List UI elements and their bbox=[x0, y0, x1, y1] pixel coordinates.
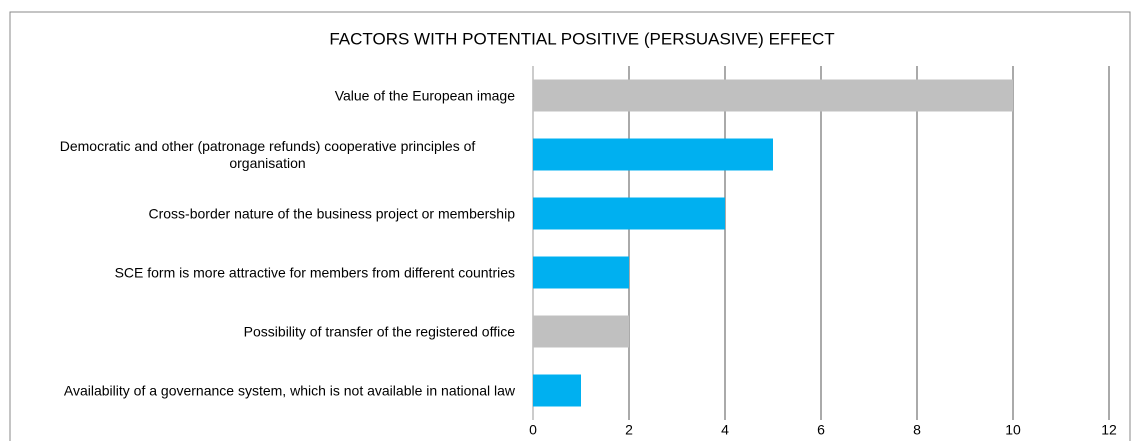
bar bbox=[533, 315, 629, 348]
chart-border bbox=[9, 11, 1131, 441]
y-tick-label: Availability of a governance system, whi… bbox=[63, 382, 515, 398]
y-tick-label: Value of the European image bbox=[334, 87, 515, 103]
x-tick-label: 12 bbox=[1101, 422, 1117, 438]
x-tick-label: 0 bbox=[529, 422, 537, 438]
y-tick-label-box: Democratic and other (patronage refunds)… bbox=[20, 138, 515, 172]
y-tick-label-box: Cross-border nature of the business proj… bbox=[20, 205, 515, 222]
x-tick-label: 10 bbox=[1005, 422, 1021, 438]
bar bbox=[533, 138, 773, 171]
y-tick-label-box: SCE form is more attractive for members … bbox=[20, 264, 515, 281]
bar bbox=[533, 256, 629, 289]
y-tick-label: Cross-border nature of the business proj… bbox=[148, 205, 515, 221]
x-tick-label: 2 bbox=[625, 422, 633, 438]
chart-title: FACTORS WITH POTENTIAL POSITIVE (PERSUAS… bbox=[329, 29, 834, 48]
y-tick-label: SCE form is more attractive for members … bbox=[114, 264, 515, 280]
y-tick-label: Democratic and other (patronage refunds)… bbox=[59, 137, 476, 171]
x-tick-label: 6 bbox=[817, 422, 825, 438]
y-tick-label: Possibility of transfer of the registere… bbox=[243, 323, 515, 339]
x-tick-label: 8 bbox=[913, 422, 921, 438]
y-tick-label-box: Availability of a governance system, whi… bbox=[20, 382, 515, 399]
y-tick-label-box: Possibility of transfer of the registere… bbox=[20, 323, 515, 340]
bar bbox=[533, 374, 581, 407]
bar bbox=[533, 197, 725, 230]
x-tick-label: 4 bbox=[721, 422, 729, 438]
bar bbox=[533, 79, 1013, 112]
y-tick-label-box: Value of the European image bbox=[20, 87, 515, 104]
